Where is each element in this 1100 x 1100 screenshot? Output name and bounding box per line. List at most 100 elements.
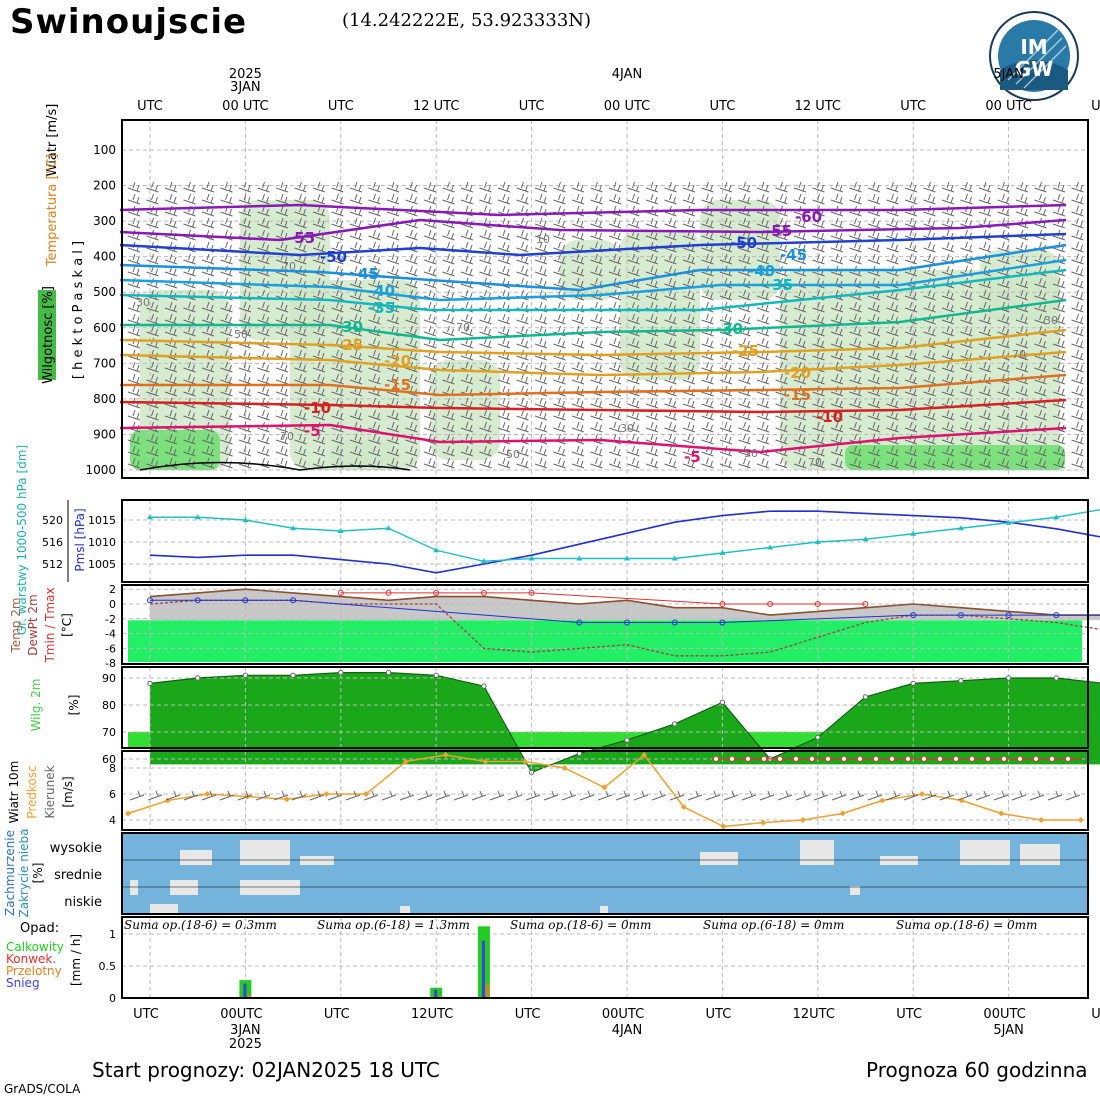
wind-barb	[312, 361, 326, 373]
thickness-marker	[147, 514, 153, 520]
wind-barb	[331, 289, 344, 301]
pmsl-tick-label: 1005	[88, 558, 116, 571]
wind-barb	[738, 337, 751, 349]
wind-barb	[1065, 790, 1081, 801]
wind-axis-label: [m/s]	[61, 776, 75, 807]
temperature-axis-label: Tmin / Tmax	[43, 587, 57, 663]
wind-barb	[590, 265, 603, 277]
cloud-cover-bar	[850, 886, 860, 895]
wind-barb	[812, 421, 825, 433]
wind-barb	[682, 457, 696, 469]
wind-barb	[442, 265, 455, 277]
wind-axis-label: Predkosc	[25, 765, 39, 818]
wind-barb	[1047, 790, 1063, 801]
wind-barb	[627, 361, 640, 373]
wind-barb	[867, 349, 881, 361]
wind-barb	[460, 421, 474, 433]
wind-barb	[423, 313, 437, 325]
humidity-marker	[195, 675, 201, 681]
top-time-label: UTC	[1091, 99, 1100, 114]
top-time-label: 00 UTC	[985, 99, 1031, 114]
wind-barb	[164, 433, 178, 445]
wind-barb	[164, 301, 178, 313]
wind-barb	[405, 253, 418, 265]
wind-barb	[534, 241, 548, 253]
wind-barb	[183, 313, 196, 325]
clouds-axis-label: [%]	[31, 863, 45, 884]
wind-barb	[1029, 790, 1045, 801]
pressure-tick-label: 1000	[85, 463, 116, 477]
wind-barb	[923, 385, 936, 397]
wind-barb	[867, 445, 881, 457]
wind-barb	[775, 373, 788, 385]
wind-barb	[294, 301, 307, 313]
wind-barb	[941, 457, 955, 469]
wind-barb	[923, 301, 936, 313]
wind-barb	[738, 289, 751, 301]
wind-barb	[442, 181, 455, 193]
isotherm-line	[119, 243, 1067, 292]
wind-axis-label: Kierunek	[43, 765, 57, 818]
wind-barb	[941, 361, 955, 373]
wind-barb	[664, 361, 677, 373]
isotherm-label: -20	[384, 352, 411, 370]
wind-barb	[368, 445, 381, 457]
humidity-marker	[1053, 675, 1060, 681]
wind-barb	[127, 265, 141, 277]
wind-barb	[331, 313, 344, 325]
wind-barb	[775, 181, 788, 193]
cloud-cover-bar	[1020, 844, 1060, 865]
wind-barb	[886, 301, 899, 313]
wind-barb	[756, 421, 770, 433]
wind-barb	[479, 337, 492, 349]
wind-barb	[775, 217, 788, 229]
wind-barb	[349, 445, 363, 457]
wind-barb	[997, 313, 1010, 325]
page-title: Swinoujscie	[10, 2, 248, 42]
thickness-marker	[624, 555, 630, 561]
humidity-contour-label: 50	[234, 328, 248, 341]
wind-barb	[664, 217, 677, 229]
wind-barb	[1015, 193, 1029, 205]
wind-barb	[183, 301, 196, 313]
isotherm-line	[119, 268, 1067, 312]
wind-barb	[129, 790, 145, 801]
wind-barb	[664, 433, 677, 445]
wind-barb	[645, 217, 659, 229]
wind-barb	[1034, 289, 1047, 301]
wind-barb	[886, 193, 899, 205]
wind-barb	[183, 193, 196, 205]
wind-barb	[275, 193, 289, 205]
wind-barb	[257, 313, 270, 325]
wind-barb	[941, 445, 955, 457]
thickness-marker	[957, 525, 964, 531]
wind-barb	[904, 289, 918, 301]
wind-barb	[238, 445, 252, 457]
wind-barb	[534, 457, 548, 469]
pmsl-tick-label: 1010	[88, 536, 116, 549]
wind-barb	[386, 337, 400, 349]
top-time-label: UTC	[519, 99, 545, 114]
wind-barb	[1034, 385, 1047, 397]
wind-barb	[904, 193, 918, 205]
wind-barb	[147, 790, 163, 801]
dewpoint-fill	[128, 620, 1082, 662]
wind-barb	[460, 253, 474, 265]
gust-marker	[728, 755, 736, 763]
wind-barb	[164, 385, 178, 397]
wind-barb	[349, 253, 363, 265]
wind-barb	[238, 181, 252, 193]
wind-barb	[183, 409, 196, 421]
wind-barb	[867, 457, 881, 469]
wind-barb	[127, 313, 141, 325]
wind-barb	[201, 193, 215, 205]
gust-marker	[760, 755, 768, 763]
wind-barb	[238, 217, 252, 229]
temperature-tick-label: 2	[109, 583, 116, 596]
humidity-contour-label: 70	[280, 430, 294, 443]
wind-barb	[349, 277, 363, 289]
humidity-marker	[576, 750, 582, 757]
thickness-tick-label: 520	[42, 514, 63, 527]
wind-barb	[1015, 409, 1029, 421]
wind-barb	[386, 373, 400, 385]
